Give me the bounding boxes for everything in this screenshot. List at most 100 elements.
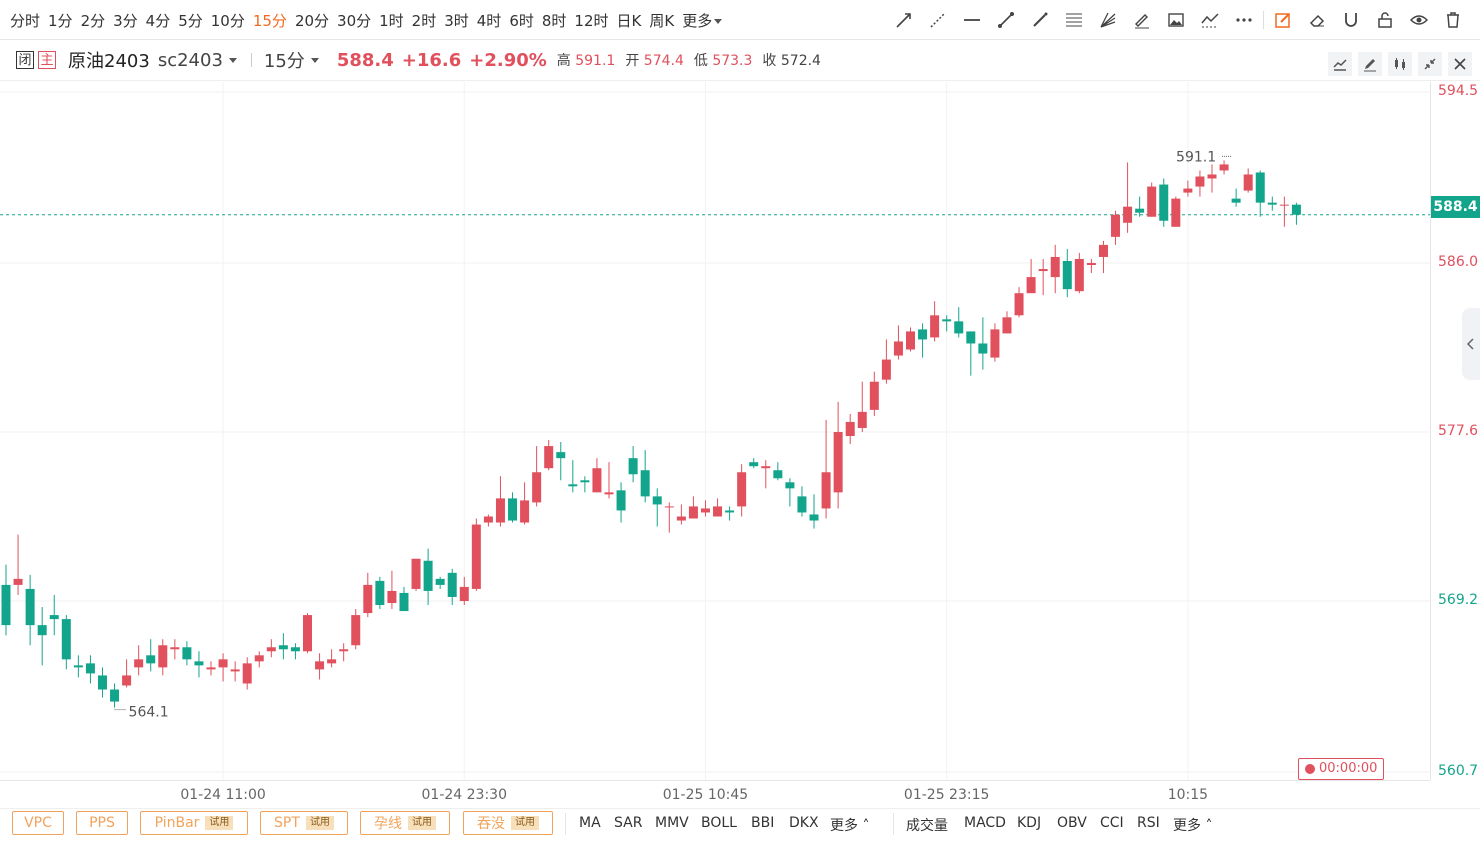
- candle[interactable]: [592, 458, 602, 493]
- candle[interactable]: [568, 460, 578, 493]
- candle[interactable]: [315, 653, 325, 680]
- candle[interactable]: [1123, 162, 1133, 233]
- candle[interactable]: [893, 325, 903, 360]
- candle[interactable]: [652, 488, 662, 527]
- candle[interactable]: [1086, 258, 1096, 274]
- candle[interactable]: [773, 462, 783, 481]
- candle-style-button[interactable]: [1388, 52, 1412, 76]
- candle[interactable]: [387, 570, 397, 610]
- candle[interactable]: [1, 564, 11, 636]
- candle[interactable]: [170, 639, 180, 660]
- candle[interactable]: [146, 639, 156, 672]
- candle[interactable]: [399, 586, 409, 612]
- main-indicator-tab[interactable]: SAR: [614, 815, 643, 831]
- candle[interactable]: [182, 641, 192, 666]
- fan-tool[interactable]: [1091, 0, 1125, 40]
- candle[interactable]: [363, 572, 373, 618]
- marker-tool[interactable]: [1125, 0, 1159, 40]
- candle[interactable]: [821, 419, 831, 519]
- candle[interactable]: [1062, 248, 1072, 298]
- candle[interactable]: [459, 576, 469, 606]
- candle[interactable]: [1026, 258, 1036, 294]
- candle[interactable]: [857, 381, 867, 432]
- candle[interactable]: [809, 494, 819, 529]
- candle[interactable]: [930, 301, 940, 342]
- candle[interactable]: [664, 502, 674, 533]
- period-tab[interactable]: 6时: [509, 11, 534, 30]
- candle[interactable]: [688, 496, 698, 519]
- candle[interactable]: [954, 307, 964, 338]
- candle[interactable]: [881, 339, 891, 384]
- close-button[interactable]: [1448, 52, 1472, 76]
- pattern-indicator-button[interactable]: SPT 试用: [260, 811, 348, 835]
- candle[interactable]: [339, 643, 349, 662]
- candle[interactable]: [158, 639, 168, 676]
- candle[interactable]: [327, 649, 337, 668]
- candle[interactable]: [1002, 311, 1012, 334]
- candle[interactable]: [278, 633, 288, 660]
- candle[interactable]: [483, 514, 493, 527]
- sub-indicator-tab[interactable]: 成交量: [906, 818, 948, 834]
- unlock-tool[interactable]: [1368, 0, 1402, 40]
- candle[interactable]: [737, 464, 747, 517]
- candle[interactable]: [423, 548, 433, 606]
- candle[interactable]: [676, 504, 686, 525]
- horizontal-line-tool[interactable]: [955, 0, 989, 40]
- candle[interactable]: [869, 371, 879, 416]
- candle[interactable]: [978, 317, 988, 370]
- main-indicator-tab[interactable]: DKX: [789, 815, 819, 831]
- line-arrow-tool[interactable]: [887, 0, 921, 40]
- candle[interactable]: [749, 458, 759, 469]
- period-tab[interactable]: 4时: [476, 11, 502, 30]
- candle[interactable]: [303, 613, 312, 654]
- side-panel-toggle[interactable]: [1462, 308, 1480, 380]
- candle[interactable]: [351, 609, 361, 650]
- candle[interactable]: [1243, 168, 1253, 193]
- period-tab[interactable]: 日K: [616, 11, 642, 30]
- sub-indicator-tab[interactable]: KDJ: [1017, 815, 1042, 831]
- candle[interactable]: [785, 478, 795, 507]
- candle[interactable]: [266, 639, 276, 658]
- candle[interactable]: [508, 492, 518, 523]
- candle[interactable]: [230, 661, 240, 682]
- candle[interactable]: [833, 401, 843, 509]
- period-dropdown-icon[interactable]: [310, 57, 319, 63]
- image-tool[interactable]: [1159, 0, 1193, 40]
- period-tab[interactable]: 1分: [48, 11, 73, 30]
- period-tab[interactable]: 10分: [210, 11, 245, 30]
- candle[interactable]: [1171, 196, 1181, 227]
- period-tab[interactable]: 3分: [113, 11, 138, 30]
- candle[interactable]: [411, 558, 421, 591]
- trend-tool[interactable]: [1193, 0, 1227, 40]
- candle[interactable]: [640, 450, 650, 503]
- candle[interactable]: [37, 607, 47, 666]
- period-tab[interactable]: 8时: [541, 11, 567, 30]
- candle[interactable]: [1159, 178, 1169, 227]
- candle[interactable]: [845, 413, 855, 445]
- candle[interactable]: [73, 655, 83, 678]
- period-tab[interactable]: 1时: [379, 11, 404, 30]
- chart-type-button[interactable]: [1328, 52, 1352, 76]
- candle[interactable]: [1291, 202, 1301, 225]
- candle[interactable]: [1183, 180, 1193, 197]
- edit-tool[interactable]: [1266, 0, 1300, 40]
- candle[interactable]: [906, 327, 915, 352]
- more-dots-tool[interactable]: [1227, 0, 1261, 40]
- candle[interactable]: [580, 476, 590, 493]
- collapse-button[interactable]: [1418, 52, 1442, 76]
- candle[interactable]: [1135, 196, 1145, 217]
- candle[interactable]: [990, 323, 1000, 362]
- candle[interactable]: [290, 643, 300, 660]
- instrument-code[interactable]: sc2403: [157, 49, 223, 71]
- sub-indicator-tab[interactable]: OBV: [1057, 815, 1087, 831]
- candle[interactable]: [797, 486, 807, 517]
- period-tab[interactable]: 30分: [337, 11, 372, 30]
- candle[interactable]: [942, 315, 952, 332]
- candle[interactable]: [1111, 210, 1121, 245]
- candle[interactable]: [604, 462, 614, 499]
- candle[interactable]: [1195, 170, 1205, 197]
- candle[interactable]: [725, 506, 735, 521]
- candle[interactable]: [1279, 196, 1289, 227]
- candle[interactable]: [471, 518, 481, 591]
- candle[interactable]: [1231, 188, 1241, 207]
